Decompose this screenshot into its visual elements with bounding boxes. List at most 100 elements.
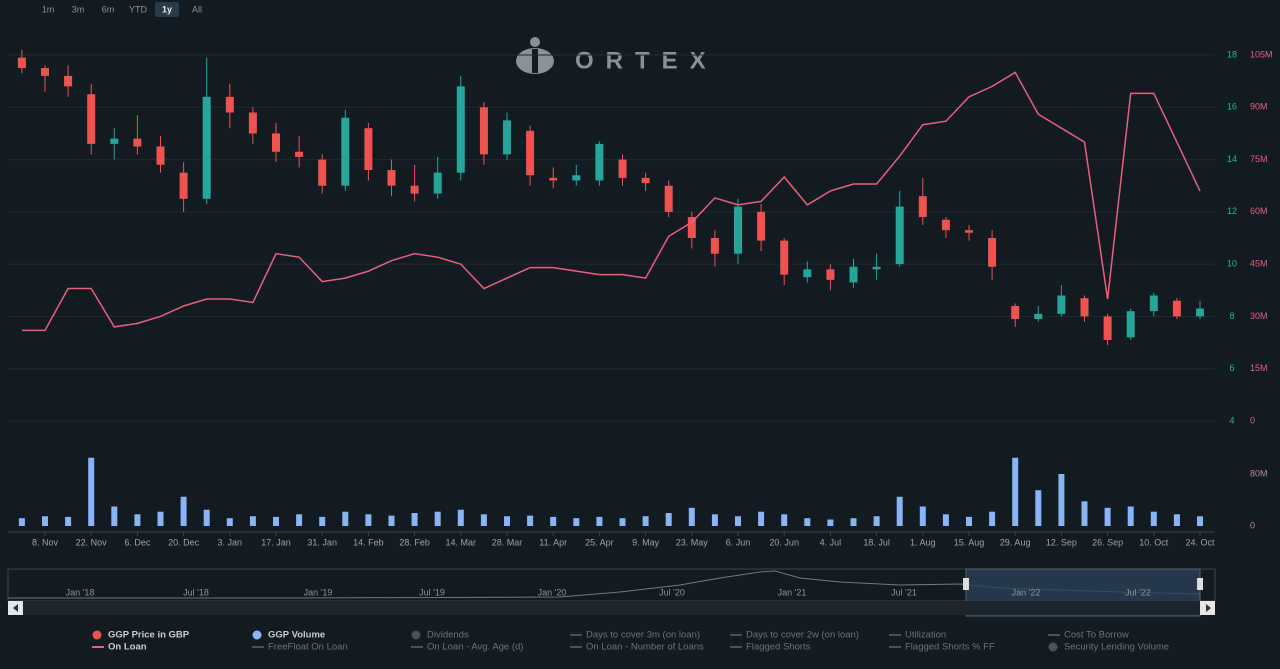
volume-bar xyxy=(18,518,25,526)
y2-tick-label: 45M xyxy=(1250,259,1268,269)
legend-icon xyxy=(92,630,102,640)
legend-item[interactable]: FreeFloat On Loan xyxy=(268,642,348,653)
candle-body xyxy=(387,170,396,186)
logo-icon-cut xyxy=(532,49,538,73)
volume-tick-label: 0 xyxy=(1250,520,1255,530)
legend-item[interactable]: Utilization xyxy=(905,630,946,641)
volume-bar xyxy=(966,516,972,526)
candle-body xyxy=(965,230,973,233)
legend-item[interactable]: GGP Volume xyxy=(268,630,325,641)
x-tick-label: 25. Apr xyxy=(585,537,614,547)
legend-item[interactable]: Security Lending Volume xyxy=(1064,642,1169,653)
x-tick-label: 20. Jun xyxy=(769,537,799,547)
navigator-label: Jul '20 xyxy=(659,587,685,597)
y-tick-label: 12 xyxy=(1227,206,1237,216)
volume-bar xyxy=(342,511,349,526)
y2-tick-label: 0 xyxy=(1250,415,1255,425)
legend-item[interactable]: Dividends xyxy=(427,630,469,641)
range-button[interactable]: 6m xyxy=(102,4,115,14)
candle-body xyxy=(64,75,73,87)
x-tick-label: 11. Apr xyxy=(539,537,567,547)
candle-body xyxy=(179,172,188,199)
scroll-left-arrow xyxy=(13,604,18,612)
legend-item[interactable]: GGP Price in GBP xyxy=(108,630,190,641)
y-tick-label: 16 xyxy=(1227,102,1237,112)
volume-bar xyxy=(134,514,141,526)
volume-bar xyxy=(1012,457,1019,526)
volume-bar xyxy=(1081,501,1088,526)
legend-item[interactable]: On Loan xyxy=(108,642,147,653)
candle-body xyxy=(272,133,280,152)
x-tick-label: 1. Aug xyxy=(910,537,936,547)
candle-body xyxy=(225,96,234,113)
legend-item[interactable]: Flagged Shorts xyxy=(746,642,811,653)
candle-body xyxy=(318,159,327,186)
x-tick-label: 4. Jul xyxy=(820,537,842,547)
candle-body xyxy=(202,96,211,199)
navigator-handle-left[interactable] xyxy=(963,578,969,590)
candle-body xyxy=(341,117,350,186)
candle-body xyxy=(826,269,835,280)
navigator-label: Jan '18 xyxy=(66,587,95,597)
legend-item[interactable]: Cost To Borrow xyxy=(1064,630,1129,641)
y2-tick-label: 75M xyxy=(1250,154,1268,164)
legend-item[interactable]: Days to cover 3m (on loan) xyxy=(586,630,700,641)
candle-body xyxy=(872,266,881,270)
navigator-label: Jan '21 xyxy=(778,587,807,597)
volume-bar xyxy=(942,514,949,526)
navigator-label: Jul '22 xyxy=(1125,587,1151,597)
y-tick-label: 14 xyxy=(1227,154,1237,164)
candle-body xyxy=(918,196,927,218)
volume-bar xyxy=(804,518,811,526)
candle-body xyxy=(1196,308,1204,317)
x-tick-label: 23. May xyxy=(676,537,709,547)
candle-body xyxy=(710,238,719,254)
candle-body xyxy=(664,185,673,212)
x-tick-label: 3. Jan xyxy=(218,537,243,547)
legend-icon xyxy=(411,630,421,640)
x-tick-label: 10. Oct xyxy=(1139,537,1169,547)
candle-body xyxy=(595,143,604,181)
range-button[interactable]: 1y xyxy=(162,4,172,14)
scroll-right-arrow xyxy=(1206,604,1211,612)
candle-body xyxy=(941,219,950,231)
legend-item[interactable]: Days to cover 2w (on loan) xyxy=(746,630,859,641)
candle-body xyxy=(110,138,119,144)
navigator-handle-right[interactable] xyxy=(1197,578,1203,590)
candle-body xyxy=(410,185,419,194)
range-button[interactable]: All xyxy=(192,4,202,14)
navigator-label: Jul '18 xyxy=(183,587,209,597)
legend-item[interactable]: On Loan - Number of Loans xyxy=(586,642,704,653)
range-button[interactable]: 3m xyxy=(72,4,85,14)
volume-bar xyxy=(873,516,880,526)
x-tick-label: 28. Feb xyxy=(399,537,430,547)
y-tick-label: 18 xyxy=(1227,49,1237,59)
range-button[interactable]: YTD xyxy=(129,4,148,14)
volume-tick-label: 80M xyxy=(1250,468,1268,478)
volume-bar xyxy=(1104,507,1111,526)
x-tick-label: 20. Dec xyxy=(168,537,200,547)
volume-bar xyxy=(989,511,996,526)
range-button[interactable]: 1m xyxy=(42,4,55,14)
navigator-label: Jan '20 xyxy=(538,587,567,597)
y-tick-label: 4 xyxy=(1229,415,1234,425)
x-tick-label: 17. Jan xyxy=(261,537,291,547)
legend-icon xyxy=(252,630,262,640)
volume-bar xyxy=(411,513,418,526)
candle-body xyxy=(433,172,442,194)
volume-bar xyxy=(919,506,926,526)
legend-item[interactable]: On Loan - Avg. Age (d) xyxy=(427,642,523,653)
volume-bar xyxy=(1150,511,1157,526)
x-tick-label: 26. Sep xyxy=(1092,537,1123,547)
scrollbar-track[interactable] xyxy=(8,601,1215,615)
legend-item[interactable]: Flagged Shorts % FF xyxy=(905,642,995,653)
volume-bar xyxy=(111,506,118,526)
volume-bar xyxy=(1197,516,1203,526)
candle-body xyxy=(479,107,488,155)
candle-body xyxy=(895,206,904,265)
range-button-bg[interactable] xyxy=(155,2,179,17)
y2-tick-label: 30M xyxy=(1250,311,1268,321)
